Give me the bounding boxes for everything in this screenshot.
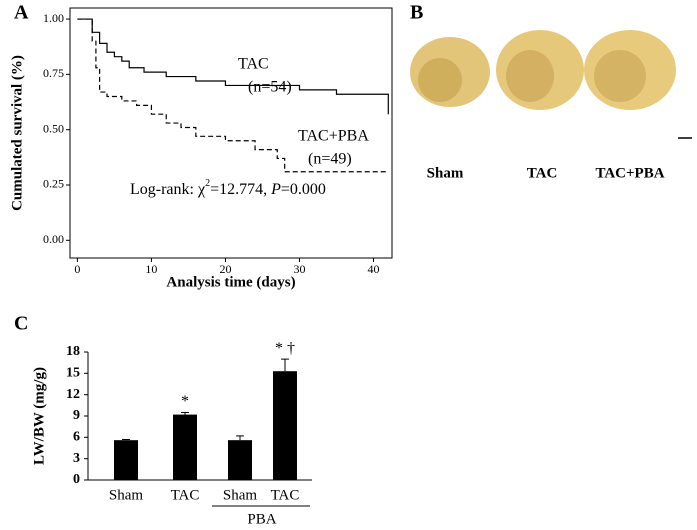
log-rank-part: P — [270, 181, 281, 198]
x-tick-label: 0 — [74, 262, 80, 276]
y-tick-label: 6 — [73, 430, 80, 445]
series-label: (n=49) — [308, 151, 352, 168]
survival-curve — [77, 18, 389, 173]
x-tick-label: Sham — [109, 487, 144, 503]
y-tick-label: 0.25 — [43, 177, 64, 191]
y-tick-label: 0.50 — [43, 121, 64, 135]
panel-label: B — [410, 2, 423, 24]
x-tick-label: 10 — [145, 262, 157, 276]
panel-label: A — [14, 2, 29, 24]
significance: * † — [275, 340, 295, 357]
log-rank-part: 2 — [205, 178, 210, 189]
bar — [273, 371, 297, 480]
lung-photo — [410, 30, 692, 139]
panel-label: C — [14, 313, 28, 335]
series-label: (n=54) — [248, 79, 292, 96]
x-tick-label: 30 — [293, 262, 305, 276]
x-axis-label: Analysis time (days) — [166, 274, 295, 290]
group-label: PBA — [247, 511, 276, 527]
y-tick-label: 9 — [73, 408, 80, 423]
x-tick-label: TAC — [171, 487, 200, 503]
log-rank: Log-rank: χ2=12.774, P=0.000 — [130, 178, 326, 197]
y-tick-label: 0.75 — [43, 66, 64, 80]
x-tick-label: TAC — [271, 487, 300, 503]
y-axis-label: Cumulated survival (%) — [9, 55, 25, 211]
y-tick-label: 15 — [66, 366, 80, 381]
bar — [228, 440, 252, 480]
series-label: TAC — [238, 56, 269, 73]
y-tick-label: 3 — [73, 451, 80, 466]
y-axis-label: LW/BW (mg/g) — [31, 367, 47, 465]
y-tick-label: 0 — [73, 472, 80, 487]
log-rank-part: =12.774, — [210, 181, 271, 198]
bar — [173, 414, 197, 480]
y-tick-label: 12 — [66, 387, 80, 402]
y-tick-label: 1.00 — [43, 11, 64, 25]
plot-frame — [69, 7, 393, 259]
photo-label: TAC+PBA — [595, 165, 664, 181]
log-rank-part: =0.000 — [281, 181, 326, 198]
x-tick-label: 20 — [219, 262, 231, 276]
x-tick-label: 40 — [367, 262, 379, 276]
x-tick-label: Sham — [223, 487, 258, 503]
photo-label: Sham — [427, 165, 464, 181]
y-tick-label: 0.00 — [43, 232, 64, 246]
bar — [114, 440, 138, 480]
photo-label: TAC — [527, 165, 558, 181]
series-label: TAC+PBA — [298, 128, 369, 145]
significance: * — [181, 393, 189, 410]
log-rank-part: Log-rank: χ — [130, 181, 206, 198]
y-tick-label: 18 — [66, 344, 80, 359]
survival-curve — [77, 18, 389, 115]
